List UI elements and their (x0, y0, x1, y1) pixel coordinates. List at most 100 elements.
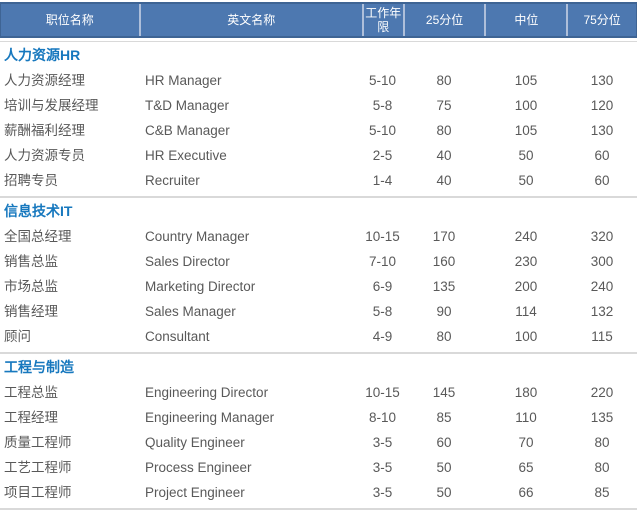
cell-median: 114 (515, 304, 537, 319)
cell-position-cn: 质量工程师 (4, 435, 72, 450)
cell-median: 50 (518, 173, 534, 188)
cell-p25: 50 (436, 485, 452, 500)
cell-position-cn: 销售经理 (4, 304, 58, 319)
cell-years: 5-10 (368, 123, 397, 138)
cell-median: 100 (514, 98, 538, 113)
cell-position-cn: 顾问 (4, 329, 31, 344)
cell-position-en: Marketing Director (145, 279, 256, 294)
column-header-position-cn: 职位名称 (45, 13, 94, 27)
cell-position-cn: 工程总监 (4, 385, 58, 400)
table-row: 薪酬福利经理 C&B Manager 5-10 80 105 130 (0, 118, 640, 143)
table-row: 项目工程师 Project Engineer 3-5 50 66 85 (0, 480, 640, 505)
cell-p75: 80 (594, 435, 610, 450)
section-divider (0, 508, 637, 510)
cell-position-en: Quality Engineer (145, 435, 245, 450)
cell-position-en: Country Manager (145, 229, 250, 244)
column-header-position-en: 英文名称 (138, 4, 362, 36)
cell-p25: 145 (432, 385, 456, 400)
cell-position-en: Engineering Director (145, 385, 269, 400)
cell-position-cn: 人力资源专员 (4, 148, 85, 163)
cell-median: 65 (518, 460, 534, 475)
table-row: 顾问 Consultant 4-9 80 100 115 (0, 324, 640, 349)
cell-years: 10-15 (365, 385, 400, 400)
cell-p75: 220 (590, 385, 614, 400)
header-shadow-line (0, 41, 637, 42)
cell-p25: 170 (432, 229, 456, 244)
cell-p25: 80 (436, 123, 452, 138)
column-header-p75: 75分位 (566, 4, 636, 36)
cell-p75: 120 (590, 98, 614, 113)
cell-years: 5-10 (368, 73, 397, 88)
cell-p75: 130 (590, 73, 614, 88)
cell-p25: 90 (436, 304, 452, 319)
table-row: 招聘专员 Recruiter 1-4 40 50 60 (0, 168, 640, 193)
cell-p75: 130 (590, 123, 614, 138)
table-row: 人力资源经理 HR Manager 5-10 80 105 130 (0, 68, 640, 93)
cell-years: 10-15 (365, 229, 400, 244)
cell-position-cn: 工艺工程师 (4, 460, 72, 475)
cell-position-cn: 市场总监 (4, 279, 58, 294)
cell-position-en: Engineering Manager (145, 410, 275, 425)
cell-median: 110 (515, 410, 537, 425)
cell-position-en: HR Manager (145, 73, 222, 88)
cell-years: 6-9 (372, 279, 393, 294)
table-row: 销售经理 Sales Manager 5-8 90 114 132 (0, 299, 640, 324)
cell-p25: 40 (436, 173, 452, 188)
cell-years: 5-8 (372, 98, 393, 113)
cell-p25: 85 (436, 410, 452, 425)
cell-p25: 160 (432, 254, 456, 269)
cell-years: 5-8 (372, 304, 393, 319)
cell-median: 200 (514, 279, 538, 294)
cell-median: 230 (514, 254, 538, 269)
cell-median: 70 (518, 435, 534, 450)
table-body: 人力资源HR 人力资源经理 HR Manager 5-10 80 105 130… (0, 43, 640, 510)
table-header: 职位名称 英文名称 工作年限 25分位 中位 75分位 (0, 2, 637, 38)
cell-median: 180 (514, 385, 538, 400)
cell-position-en: Project Engineer (145, 485, 245, 500)
cell-median: 50 (518, 148, 534, 163)
cell-median: 240 (514, 229, 538, 244)
cell-p75: 60 (594, 173, 610, 188)
cell-position-en: HR Executive (145, 148, 227, 163)
column-header-years: 工作年限 (361, 4, 403, 36)
cell-p75: 60 (594, 148, 610, 163)
section-divider (0, 352, 637, 354)
table-row: 工艺工程师 Process Engineer 3-5 50 65 80 (0, 455, 640, 480)
cell-p25: 40 (436, 148, 452, 163)
cell-position-cn: 招聘专员 (4, 173, 58, 188)
table-row: 工程经理 Engineering Manager 8-10 85 110 135 (0, 405, 640, 430)
cell-p25: 80 (436, 329, 452, 344)
cell-years: 3-5 (372, 460, 393, 475)
column-header-p25: 25分位 (402, 4, 485, 36)
cell-years: 8-10 (368, 410, 397, 425)
table-row: 全国总经理 Country Manager 10-15 170 240 320 (0, 224, 640, 249)
cell-p75: 135 (590, 410, 614, 425)
cell-position-en: T&D Manager (145, 98, 230, 113)
table-row: 工程总监 Engineering Director 10-15 145 180 … (0, 380, 640, 405)
table-row: 市场总监 Marketing Director 6-9 135 200 240 (0, 274, 640, 299)
cell-p75: 115 (591, 329, 613, 344)
cell-position-cn: 项目工程师 (4, 485, 72, 500)
cell-p25: 75 (436, 98, 452, 113)
cell-p25: 50 (436, 460, 452, 475)
cell-years: 7-10 (368, 254, 397, 269)
cell-median: 105 (514, 123, 538, 138)
cell-years: 2-5 (372, 148, 393, 163)
cell-position-cn: 薪酬福利经理 (4, 123, 85, 138)
section-title: 人力资源HR (4, 47, 81, 63)
cell-position-en: C&B Manager (145, 123, 230, 138)
cell-p75: 85 (594, 485, 610, 500)
cell-position-cn: 工程经理 (4, 410, 58, 425)
cell-years: 3-5 (372, 435, 393, 450)
cell-position-en: Sales Director (145, 254, 230, 269)
column-header-median: 中位 (484, 4, 566, 36)
cell-p75: 240 (590, 279, 614, 294)
cell-years: 1-4 (372, 173, 393, 188)
cell-p25: 80 (436, 73, 452, 88)
section-divider (0, 196, 637, 198)
cell-years: 4-9 (372, 329, 393, 344)
cell-p75: 300 (590, 254, 614, 269)
section-title: 信息技术IT (4, 203, 73, 219)
cell-position-en: Consultant (145, 329, 210, 344)
